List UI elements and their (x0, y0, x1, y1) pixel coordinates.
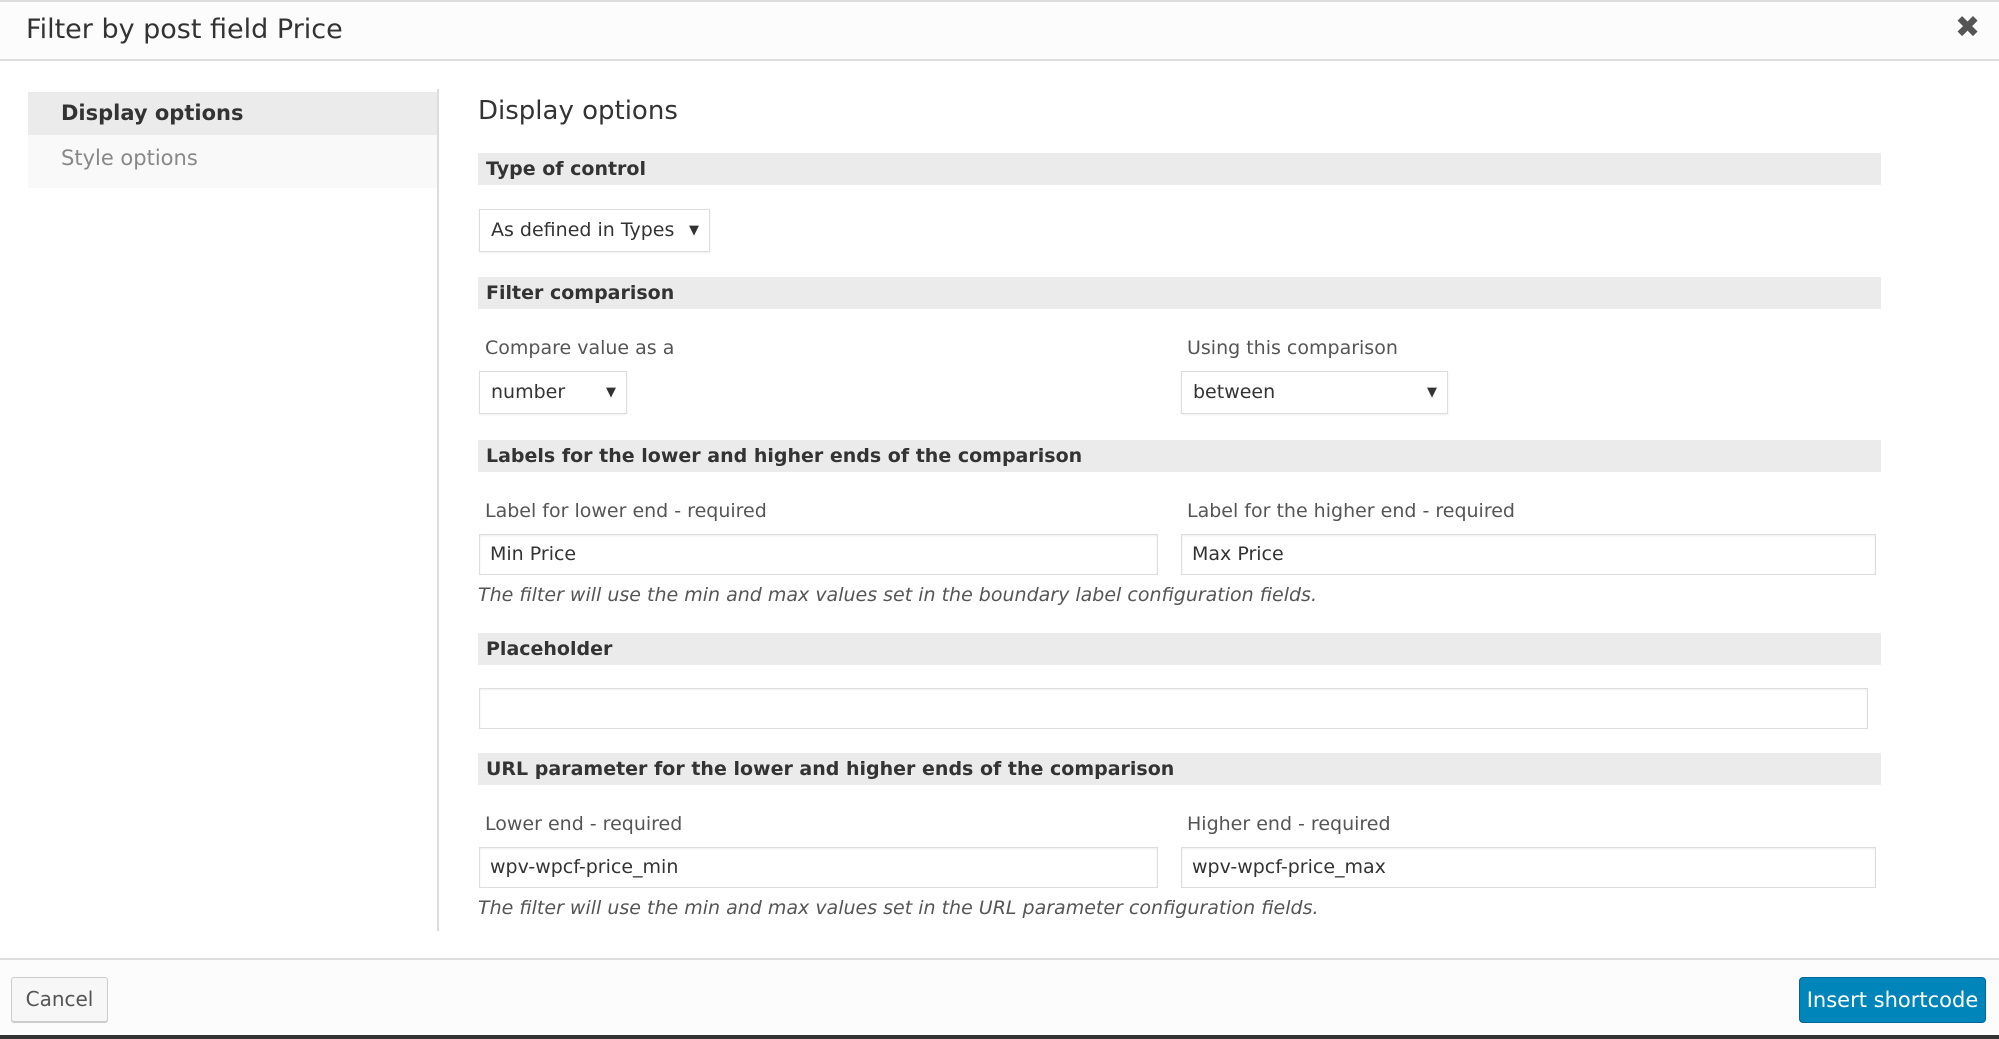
select-value: between (1193, 381, 1276, 403)
compare-label: Compare value as a (485, 337, 675, 359)
chevron-down-icon: ▼ (689, 223, 699, 238)
page-title: Display options (478, 96, 678, 126)
higher-label-label: Label for the higher end - required (1187, 500, 1515, 522)
section-type-of-control: Type of control (478, 153, 1881, 185)
insert-shortcode-button[interactable]: Insert shortcode (1799, 977, 1986, 1023)
bottom-border (0, 1035, 1999, 1039)
labels-note: The filter will use the min and max valu… (478, 584, 1317, 606)
dialog-title: Filter by post field Price (26, 14, 343, 45)
select-value: number (491, 381, 566, 403)
using-label: Using this comparison (1187, 337, 1398, 359)
chevron-down-icon: ▼ (1427, 385, 1437, 400)
section-filter-comparison: Filter comparison (478, 277, 1881, 309)
divider (437, 89, 439, 931)
lower-end-label: Lower end - required (485, 813, 683, 835)
comparison-select[interactable]: between ▼ (1181, 371, 1448, 414)
type-of-control-select[interactable]: As defined in Types ▼ (479, 209, 710, 252)
sidebar-item-style-options[interactable]: Style options (61, 146, 198, 170)
higher-end-input[interactable]: wpv-wpcf-price_max (1181, 847, 1876, 888)
select-value: As defined in Types (491, 219, 675, 241)
chevron-down-icon: ▼ (606, 385, 616, 400)
compare-select[interactable]: number ▼ (479, 371, 627, 414)
section-url-parameter: URL parameter for the lower and higher e… (478, 753, 1881, 785)
section-labels: Labels for the lower and higher ends of … (478, 440, 1881, 472)
sidebar: Display options Style options (28, 92, 437, 188)
cancel-button[interactable]: Cancel (11, 977, 108, 1022)
section-placeholder: Placeholder (478, 633, 1881, 665)
lower-end-input[interactable]: wpv-wpcf-price_min (479, 847, 1158, 888)
url-note: The filter will use the min and max valu… (478, 897, 1319, 919)
lower-label-label: Label for lower end - required (485, 500, 767, 522)
placeholder-input[interactable] (479, 688, 1868, 729)
sidebar-item-display-options[interactable]: Display options (28, 92, 437, 135)
dialog-header (0, 0, 1999, 61)
higher-label-input[interactable]: Max Price (1181, 534, 1876, 575)
lower-label-input[interactable]: Min Price (479, 534, 1158, 575)
close-icon[interactable]: ✖ (1955, 10, 1981, 45)
higher-end-label: Higher end - required (1187, 813, 1391, 835)
dialog-footer (0, 958, 1999, 1036)
